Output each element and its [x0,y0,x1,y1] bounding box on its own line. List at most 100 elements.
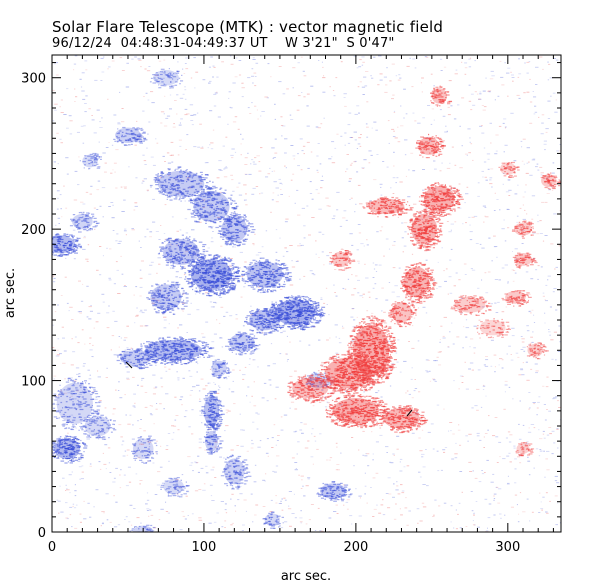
noise-speck-red [230,449,234,451]
noise-speck-blue [403,466,406,468]
noise-speck-blue [483,147,486,149]
noise-speck-blue [379,183,383,185]
noise-speck-blue [450,430,452,432]
noise-speck-blue [93,506,95,508]
noise-speck-red [121,108,124,109]
noise-speck-blue [301,377,304,379]
noise-speck-red [234,76,238,78]
noise-speck-red [224,520,227,522]
noise-speck-blue [282,522,284,524]
noise-speck-blue [469,231,473,233]
noise-speck-blue [156,484,161,486]
noise-speck-red [241,276,244,277]
noise-speck-blue [175,276,178,278]
noise-speck-red [202,206,206,208]
noise-speck-blue [87,502,90,504]
noise-speck-blue [202,79,206,81]
noise-speck-red [503,408,506,410]
noise-speck-red [253,405,257,407]
noise-speck-blue [547,118,551,119]
noise-speck-red [303,275,306,277]
noise-speck-blue [112,310,115,312]
noise-speck-red [173,425,177,427]
noise-speck-blue [281,498,283,500]
negative-polarity-region [157,234,209,270]
noise-speck-blue [196,112,199,114]
noise-speck-blue [331,156,333,158]
noise-speck-red [383,311,386,313]
noise-speck-red [526,91,530,93]
noise-speck-red [449,422,453,423]
noise-speck-blue [532,402,536,403]
noise-speck-blue [465,327,470,329]
noise-speck-red [220,306,224,308]
noise-speck-red [509,434,513,436]
noise-speck-red [59,106,61,108]
noise-speck-red [164,366,167,368]
noise-speck-red [230,258,233,259]
noise-speck-red [115,149,119,151]
noise-speck-blue [385,238,389,240]
noise-speck-blue [199,410,202,412]
noise-speck-blue [396,481,398,483]
noise-speck-blue [120,469,122,471]
noise-speck-red [496,462,499,463]
noise-speck-blue [432,448,435,450]
noise-speck-blue [465,435,468,437]
noise-speck-blue [83,235,86,237]
noise-speck-red [397,79,401,81]
noise-speck-blue [210,148,214,150]
noise-speck-red [199,123,202,125]
noise-speck-blue [433,360,436,362]
noise-speck-blue [229,315,233,317]
noise-speck-blue [213,521,217,523]
noise-speck-red [484,215,486,217]
noise-speck-red [140,443,145,445]
noise-speck-red [404,507,408,509]
noise-speck-blue [552,291,555,293]
noise-speck-red [529,101,533,103]
noise-speck-red [439,339,441,340]
noise-speck-blue [513,447,516,449]
noise-speck-blue [539,450,543,452]
noise-speck-red [521,338,525,340]
noise-speck-blue [225,311,229,313]
noise-speck-red [396,448,399,450]
noise-speck-blue [535,269,538,271]
noise-speck-blue [364,485,367,487]
noise-speck-blue [57,500,61,502]
noise-speck-blue [87,369,90,371]
noise-speck-blue [513,160,517,162]
noise-speck-blue [459,471,463,472]
noise-speck-blue [100,57,104,59]
noise-speck-blue [288,491,292,492]
noise-speck-red [406,524,409,526]
noise-speck-red [184,266,186,268]
noise-speck-blue [301,432,304,434]
noise-speck-red [442,335,445,337]
noise-speck-blue [374,264,378,266]
noise-speck-blue [249,401,251,403]
noise-speck-blue [379,434,383,436]
noise-speck-blue [394,285,398,287]
noise-speck-red [226,412,228,414]
noise-speck-blue [180,118,183,120]
noise-speck-red [411,397,414,399]
noise-speck-red [481,105,484,106]
noise-speck-blue [518,58,520,60]
noise-speck-red [429,380,432,382]
noise-speck-red [360,134,362,135]
noise-speck-blue [74,336,77,338]
noise-speck-blue [190,302,192,304]
noise-speck-blue [553,288,557,289]
noise-speck-red [64,276,67,278]
noise-speck-red [185,68,189,70]
noise-speck-red [484,176,487,178]
noise-speck-red [254,514,257,516]
noise-speck-blue [548,329,550,330]
noise-speck-blue [246,395,248,397]
noise-speck-blue [503,219,505,221]
noise-speck-red [510,354,512,355]
noise-speck-blue [165,117,169,119]
noise-speck-blue [242,524,245,526]
